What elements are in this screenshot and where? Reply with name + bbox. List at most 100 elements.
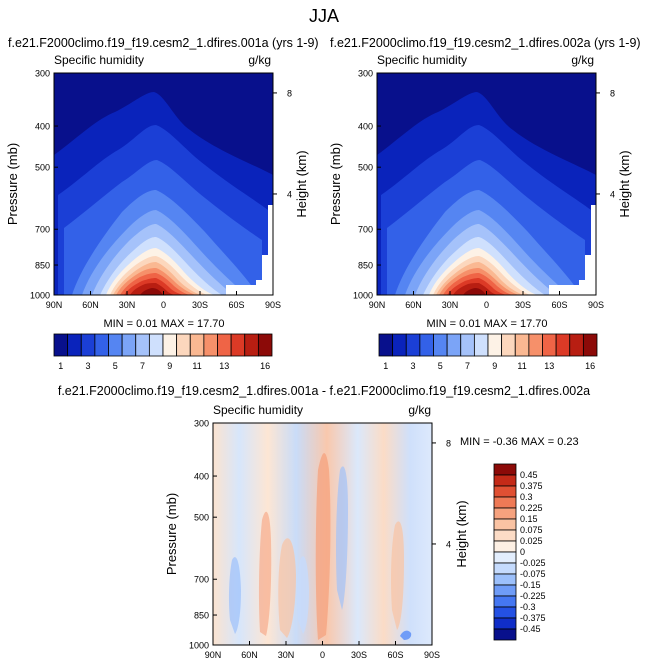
panel-left-title: f.e21.F2000climo.f19_f19.cesm2_1.dfires.…: [8, 36, 319, 50]
panel-right-colorbar-label: 5: [438, 361, 443, 371]
panel-diff-variable-label: Specific humidity: [213, 403, 303, 417]
panel-right-y-tick-label: 700: [358, 225, 373, 235]
panel-diff-title: f.e21.F2000climo.f19_f19.cesm2_1.dfires.…: [58, 384, 590, 398]
panel-right-colorbar-label: 16: [585, 361, 595, 371]
panel-left-units-label: g/kg: [248, 53, 271, 67]
panel-diff-negative-region-4: [400, 630, 412, 640]
panel-diff-y2-ticks: 84: [432, 438, 451, 549]
panel-diff-colorbar: 0.450.3750.30.2250.150.0750.0250-0.025-0…: [493, 463, 546, 641]
panel-right-colorbar-box: [555, 333, 571, 357]
panel-left-colorbar-box: [53, 333, 69, 357]
panel-left-y2label: Height (km): [294, 150, 309, 217]
panel-right-colorbar: 1 3 5 7 9 11 13 16: [378, 333, 598, 371]
panel-right-colorbar-box: [501, 333, 516, 357]
panel-left-colorbar-box: [80, 333, 96, 357]
panel-right-mask: [549, 73, 596, 295]
panel-right-y2-tick-label: 8: [610, 88, 615, 98]
panel-right-y-tick-label: 850: [358, 261, 373, 271]
panel-diff-x-tick-label: 30S: [351, 650, 367, 660]
panel-right-colorbar-label: 9: [492, 361, 497, 371]
panel-right-colorbar-box: [392, 333, 407, 357]
panel-diff-y-tick-label: 1000: [189, 641, 209, 651]
panel-left-x-tick-label: 30N: [119, 300, 136, 310]
panel-right-x-tick-label: 60S: [551, 300, 567, 310]
panel-left-y-tick-label: 1000: [30, 291, 50, 301]
panel-diff-colorbar-label: 0: [520, 547, 525, 557]
panel-diff-x-tick-label: 60N: [241, 650, 258, 660]
panel-left-colorbar-box: [203, 333, 218, 357]
panel-diff-positive-region-1: [315, 453, 331, 640]
panel-right-x-tick-label: 30N: [442, 300, 459, 310]
panel-diff-colorbar-label: -0.075: [520, 569, 546, 579]
panel-left-mask: [226, 73, 273, 295]
panel-diff-x-tick-label: 90N: [205, 650, 222, 660]
panel-diff-colorbar-label: -0.3: [520, 602, 536, 612]
panel-diff-positive-region-4: [391, 521, 404, 630]
panel-left-colorbar: 1 3 5 7 9 11 13 16: [53, 333, 273, 371]
panel-right-colorbar-box: [582, 333, 598, 357]
panel-left-x-tick-label: 30S: [192, 300, 208, 310]
panel-diff-colorbar-label: 0.225: [520, 503, 543, 513]
panel-diff-colorbar-box: [493, 573, 517, 586]
panel-right-y-tick-label: 400: [358, 122, 373, 132]
panel-diff-colorbar-box: [493, 496, 517, 509]
panel-right-colorbar-box: [528, 333, 543, 357]
panel-diff-colorbar-label: 0.075: [520, 525, 543, 535]
panel-left-stats: MIN = 0.01 MAX = 17.70: [103, 318, 224, 330]
figure-title: JJA: [309, 6, 339, 26]
panel-diff-plot-area: [212, 422, 433, 646]
panel-left-ylabel: Pressure (mb): [5, 143, 20, 225]
panel-right-plot-area: [376, 72, 597, 296]
panel-right-colorbar-box: [569, 333, 584, 357]
panel-left-y-tick-label: 850: [35, 261, 50, 271]
panel-right-stats: MIN = 0.01 MAX = 17.70: [426, 318, 547, 330]
panel-left-y2-tick-label: 4: [287, 189, 292, 199]
panel-right-x-ticks: 90N 60N 30N 0 30S 60S 90S: [369, 291, 604, 310]
panel-left-y-tick-label: 500: [35, 163, 50, 173]
panel-right-colorbar-box: [514, 333, 530, 357]
panel-left-colorbar-box: [244, 333, 259, 357]
panel-left-y-ticks: 300 400 500 700 850 1000: [30, 69, 58, 301]
panel-diff-colorbar-label: 0.45: [520, 470, 538, 480]
panel-diff-x-tick-label: 0: [320, 650, 325, 660]
panel-right-title: f.e21.F2000climo.f19_f19.cesm2_1.dfires.…: [330, 36, 641, 50]
panel-right-y-ticks: 300 400 500 700 850 1000: [353, 69, 381, 301]
panel-right-colorbar-box: [460, 333, 475, 357]
panel-left-colorbar-box: [230, 333, 246, 357]
panel-right-colorbar-label: 7: [465, 361, 470, 371]
panel-left-x-ticks: 90N 60N 30N 0 30S 60S 90S: [46, 291, 281, 310]
panel-left-contour-16: [140, 288, 163, 295]
panel-right-colorbar-box: [473, 333, 489, 357]
panel-right-x-tick-label: 60N: [405, 300, 422, 310]
panel-right-x-tick-label: 90S: [588, 300, 604, 310]
panel-diff-colorbar-box: [493, 540, 517, 553]
panel-diff-colorbar-label: -0.375: [520, 613, 546, 623]
panel-diff-x-tick-label: 60S: [387, 650, 403, 660]
panel-diff-colorbar-label: -0.225: [520, 591, 546, 601]
panel-diff-colorbar-label: -0.025: [520, 558, 546, 568]
panel-diff-positive-region-2: [258, 511, 272, 636]
panel-left-colorbar-label: 7: [140, 361, 145, 371]
panel-diff-colorbar-box: [493, 485, 517, 498]
panel-left-x-tick-label: 60N: [82, 300, 99, 310]
panel-diff-x-ticks: 90N 60N 30N 0 30S 60S 90S: [205, 641, 440, 660]
panel-left-colorbar-box: [257, 333, 273, 357]
panel-left-y2-tick-label: 8: [287, 88, 292, 98]
panel-right-ylabel: Pressure (mb): [328, 143, 343, 225]
panel-diff-colorbar-box: [493, 562, 517, 575]
panel-diff-y-tick-label: 400: [194, 472, 209, 482]
panel-diff-colorbar-box: [493, 584, 517, 597]
panel-diff-units-label: g/kg: [408, 403, 431, 417]
panel-left-x-tick-label: 90S: [265, 300, 281, 310]
panel-left-colorbar-label: 16: [260, 361, 270, 371]
panel-diff-colorbar-label: -0.45: [520, 624, 541, 634]
panel-left-y-tick-label: 700: [35, 225, 50, 235]
panel-diff-colorbar-label: -0.15: [520, 580, 541, 590]
panel-left-colorbar-label: 13: [219, 361, 229, 371]
panel-right-colorbar-label: 11: [517, 361, 526, 371]
panel-diff-negative-region-1: [228, 557, 241, 634]
panel-left-y2-ticks: 84: [273, 88, 292, 199]
panel-diff-colorbar-box: [493, 628, 517, 641]
panel-right: f.e21.F2000climo.f19_f19.cesm2_1.dfires.…: [328, 36, 641, 371]
panel-diff-positive-region-3: [278, 538, 296, 638]
